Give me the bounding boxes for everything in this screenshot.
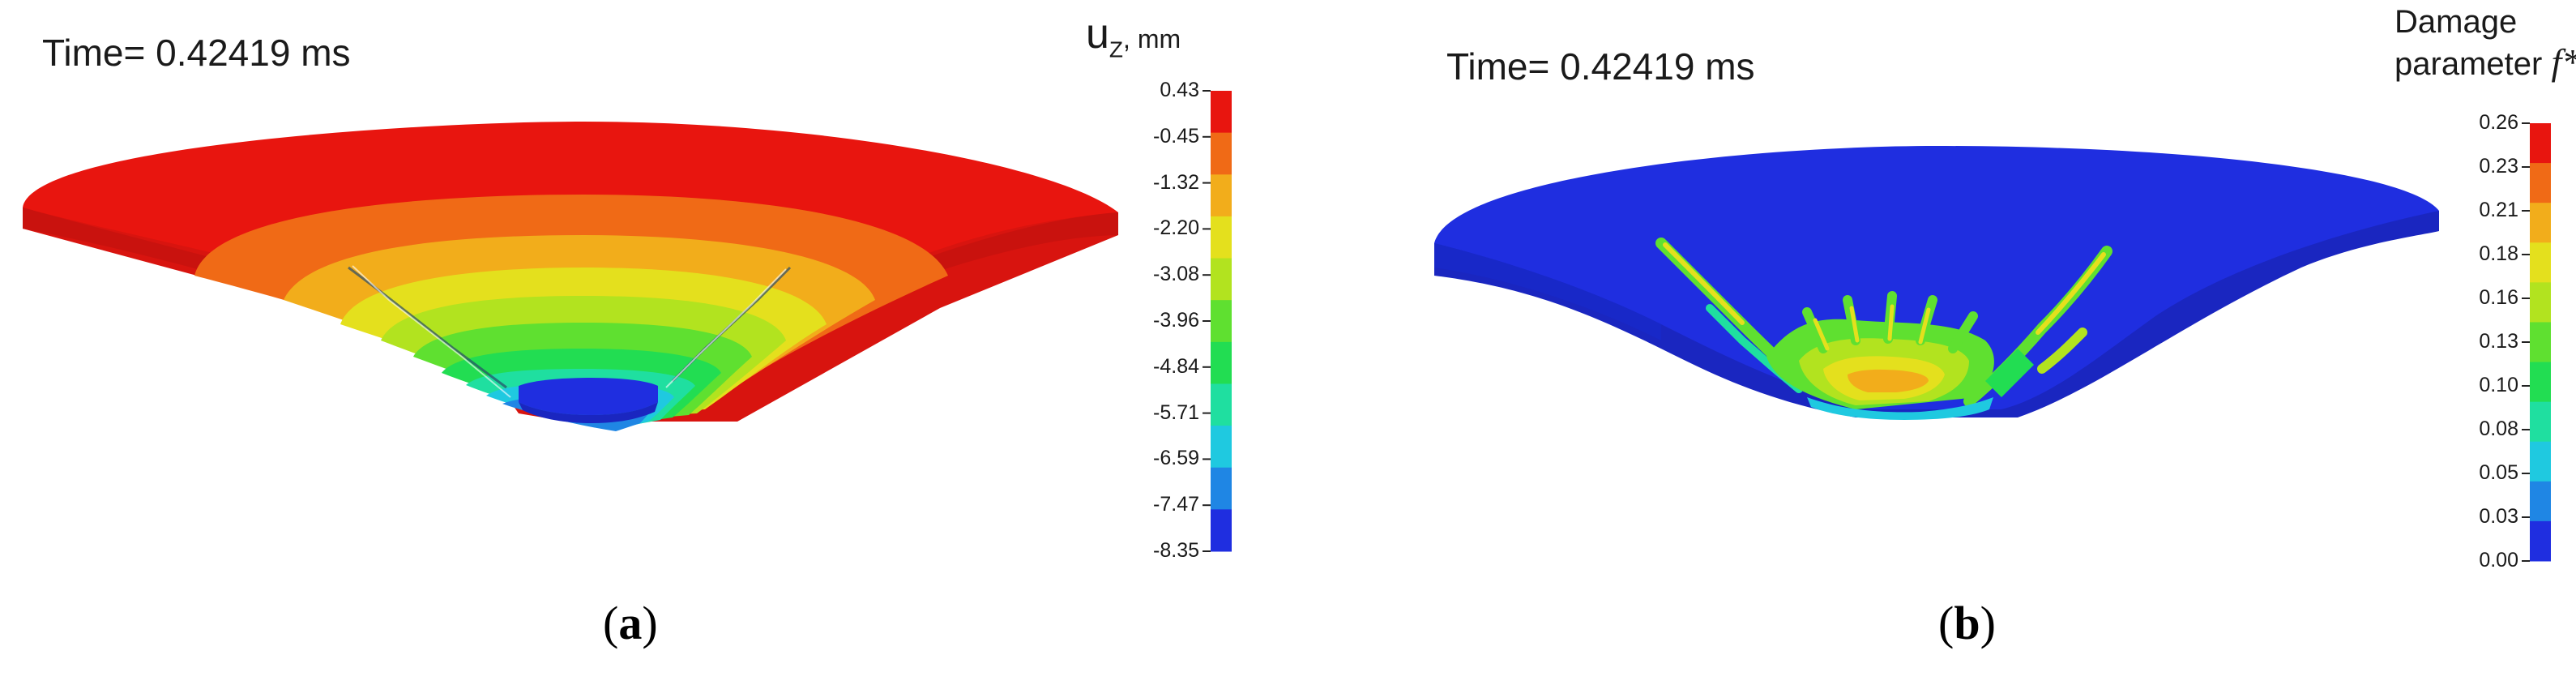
colorbar-tick-label: -0.45 (1153, 124, 1199, 148)
colorbar-segment (1211, 509, 1232, 552)
colorbar-tick-label: 0.08 (2479, 417, 2518, 440)
colorbar-tick-label: -6.59 (1153, 447, 1199, 470)
colorbar-segment (2530, 123, 2551, 164)
colorbar-segment (2530, 242, 2551, 283)
colorbar-segment (2530, 203, 2551, 243)
legend-title-damage: Damage parameter f* (2394, 2, 2576, 84)
legend-title-line1: Damage (2394, 4, 2518, 40)
legend-symbol: f* (2551, 41, 2576, 83)
colorbar-tick-label: 0.10 (2479, 374, 2518, 396)
legend-title-uz: uZ, mm (1086, 10, 1181, 62)
colorbar (1203, 90, 1232, 552)
colorbar-segment (2530, 163, 2551, 203)
colorbar-segment (1211, 341, 1232, 384)
colorbar-segment (2530, 401, 2551, 443)
panel-a-displacement: Time= 0.42419 ms (23, 10, 1232, 649)
colorbar-segment (1211, 426, 1232, 469)
colorbar-tick-label: -3.96 (1153, 309, 1199, 332)
colorbar-tick-label: -4.84 (1153, 354, 1199, 378)
colorbar-tick-label: 0.13 (2479, 330, 2518, 353)
colorbar-segment (2530, 282, 2551, 323)
colorbar-segment (1211, 258, 1232, 301)
colorbar-tick-label: 0.16 (2479, 286, 2518, 309)
colorbar-tick-label: 0.00 (2479, 549, 2518, 572)
plate-damage-contour (1434, 146, 2439, 420)
colorbar-segment (1211, 383, 1232, 426)
colorbar-segment (1211, 174, 1232, 217)
colorbar-segment (2530, 441, 2551, 482)
colorbar-tick-label: 0.21 (2479, 199, 2518, 221)
panel-b-damage: Time= 0.42419 ms (1288, 0, 2576, 685)
time-label: Time= 0.42419 ms (1446, 45, 1755, 88)
colorbar-tick-label: 0.03 (2479, 505, 2518, 528)
colorbar-tick-label: 0.43 (1160, 79, 1199, 101)
colorbar-tick-label: -5.71 (1153, 400, 1199, 424)
colorbar-tick-label: -7.47 (1153, 493, 1199, 516)
colorbar-tick-label: 0.26 (2479, 111, 2518, 134)
colorbar-tick-label: -8.35 (1153, 539, 1199, 562)
colorbar-tick-label: 0.23 (2479, 155, 2518, 178)
colorbar-segment (1211, 467, 1232, 510)
colorbar-tick-label: -2.20 (1153, 216, 1199, 240)
colorbar-segment (2530, 520, 2551, 562)
caption-a: (a) (603, 597, 658, 649)
colorbar-tick-label: -1.32 (1153, 170, 1199, 194)
legend-subscript: Z (1109, 36, 1124, 62)
legend-unit: , mm (1123, 24, 1181, 54)
colorbar-tick-label: 0.05 (2479, 461, 2518, 484)
deformed-plate-uz-contour (23, 122, 1118, 431)
colorbar-segment (1211, 132, 1232, 175)
colorbar-segment (1211, 216, 1232, 259)
legend-symbol: u (1086, 11, 1109, 58)
caption-b: (b) (1938, 597, 1996, 649)
colorbar-tick-label: 0.18 (2479, 242, 2518, 265)
colorbar-segment (2530, 481, 2551, 522)
colorbar (2522, 122, 2551, 562)
colorbar-segment (1211, 91, 1232, 134)
colorbar-segment (2530, 322, 2551, 363)
colorbar-segment (2530, 362, 2551, 403)
time-label: Time= 0.42419 ms (42, 32, 351, 74)
colorbar-tick-label: -3.08 (1153, 263, 1199, 286)
colorbar-segment (1211, 300, 1232, 343)
legend-title-line2: parameter (2394, 46, 2543, 82)
